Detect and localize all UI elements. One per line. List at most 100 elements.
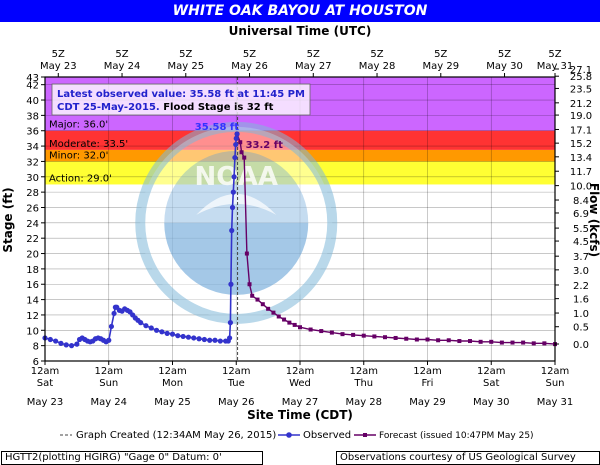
utc-tick-date: May 28: [359, 61, 396, 72]
y-tick-label: 38: [26, 111, 39, 122]
info-latest-value: Latest observed value: 35.58 ft at 11:45…: [57, 89, 305, 100]
forecast-point: [425, 337, 430, 342]
flood-band-labels: Major: 36.0' Moderate: 33.5'Minor: 32.0' A…: [49, 120, 128, 185]
flood-band-label-1: Moderate: 33.5': [49, 139, 128, 150]
cdt-tick-weekday: Sun: [545, 378, 564, 389]
utc-tick-date: May 30: [486, 61, 523, 72]
flow-tick-label: 10.0: [570, 182, 592, 193]
observed-point: [228, 281, 234, 287]
footer-datum: HGTT2(plotting HGIRG) "Gage 0" Datum: 0': [1, 451, 263, 465]
flood-band-3: [45, 161, 555, 185]
observed-point: [229, 227, 235, 234]
observed-point: [175, 333, 181, 339]
forecast-series-line: [236, 133, 556, 345]
utc-tick-hour: 5Z: [307, 49, 320, 60]
utc-tick-date: May 31: [537, 61, 574, 72]
cdt-tick-hour: 12am: [222, 366, 251, 377]
cdt-tick-hour: 12am: [94, 366, 123, 377]
forecast-point: [244, 251, 249, 256]
forecast-point: [242, 155, 247, 160]
utc-tick-date: May 29: [422, 61, 459, 72]
observed-point: [196, 336, 202, 342]
forecast-point: [287, 320, 292, 325]
cdt-tick-weekday: Tue: [227, 378, 245, 389]
y-tick-label: 20: [26, 250, 39, 261]
forecast-point: [308, 327, 313, 332]
cdt-tick-date: May 30: [473, 397, 510, 408]
cdt-tick-date: May 25: [154, 397, 191, 408]
cdt-tick-weekday: Sun: [99, 378, 118, 389]
forecast-point: [239, 150, 244, 155]
flow-tick-label: 2.2: [573, 281, 589, 292]
cdt-tick-weekday: Sat: [37, 378, 53, 389]
utc-tick-date: May 25: [167, 61, 204, 72]
utc-tick-hour: 5Z: [498, 49, 511, 60]
observed-point: [233, 141, 239, 148]
forecast-point: [238, 140, 243, 145]
y-tick-label: 34: [26, 142, 39, 153]
watermark-sky: [164, 150, 309, 223]
forecast-point: [499, 340, 504, 345]
forecast-point: [414, 337, 419, 342]
noaa-watermark: NOAA: [135, 121, 338, 324]
forecast-point: [383, 335, 387, 340]
flow-tick-label: 4.5: [573, 237, 589, 248]
cdt-tick-hour: 12am: [286, 366, 315, 377]
observed-point: [153, 327, 160, 333]
forecast-point: [521, 340, 526, 345]
y-tick-label: 6: [33, 357, 39, 368]
flow-tick-label: 0.0: [573, 340, 589, 351]
y-tick-label: 28: [26, 188, 39, 199]
y-tick-label: 24: [26, 219, 39, 230]
forecast-point: [468, 339, 472, 344]
top-axis-title: Universal Time (UTC): [229, 24, 372, 38]
utc-tick-hour: 5Z: [243, 49, 256, 60]
y-tick-label: 8: [33, 342, 39, 353]
cdt-tick-hour: 12am: [477, 366, 506, 377]
observed-point: [230, 189, 236, 195]
cdt-tick-date: May 28: [345, 397, 382, 408]
y-tick-label: 30: [26, 173, 39, 184]
flow-tick-label: 5.5: [573, 224, 589, 235]
observed-point: [106, 337, 112, 343]
legend-observed-label: Observed: [303, 430, 351, 441]
observed-point: [148, 325, 154, 331]
observed-point: [233, 135, 239, 142]
observed-point: [63, 342, 69, 348]
forecast-point: [260, 302, 265, 307]
utc-tick-hour: 5Z: [548, 49, 561, 60]
forecast-point: [542, 341, 547, 346]
forecast-point: [372, 334, 377, 339]
y-axis-left-title: Stage (ft): [1, 187, 15, 252]
observed-point: [232, 154, 238, 161]
observed-point: [169, 331, 176, 337]
legend: Graph Created (12:34AM May 26, 2015) Obse…: [60, 430, 534, 441]
info-flood-stage: CDT 25-May-2015. Flood Stage is 32 ft: [57, 102, 274, 113]
y-tick-label: 14: [26, 296, 39, 307]
utc-tick-date: May 23: [40, 61, 77, 72]
utc-tick-hour: 5Z: [434, 49, 447, 60]
observed-point: [191, 335, 197, 341]
flow-tick-label: 3.7: [573, 252, 589, 263]
utc-tick-date: May 27: [295, 61, 332, 72]
y-tick-label: 43: [26, 73, 39, 84]
info-box-background: [51, 83, 311, 116]
observed-point: [111, 310, 117, 317]
cdt-tick-hour: 12am: [158, 366, 187, 377]
utc-tick-date: May 24: [104, 61, 141, 72]
flood-band-label-3: Action: 29.0': [49, 173, 112, 184]
forecast-point: [247, 282, 252, 287]
cdt-tick-date: May 31: [537, 397, 574, 408]
cdt-tick-weekday: Thu: [353, 378, 373, 389]
observed-point: [108, 323, 115, 330]
cdt-tick-date: May 24: [90, 397, 127, 408]
y-tick-label: 26: [26, 203, 39, 214]
flow-tick-label: 6.9: [573, 209, 589, 220]
y-tick-label: 32: [26, 157, 39, 168]
flow-tick-label: 17.1: [570, 125, 592, 136]
flow-tick-label: 21.2: [570, 99, 592, 110]
observed-point: [138, 320, 144, 326]
observed-point: [74, 341, 80, 347]
flood-band-label-2: Minor: 32.0': [49, 150, 108, 161]
